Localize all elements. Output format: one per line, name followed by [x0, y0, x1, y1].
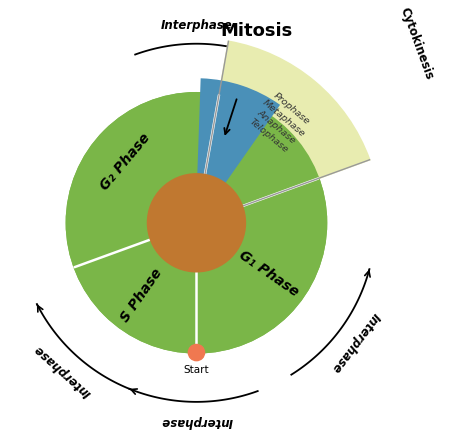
Text: Interphase: Interphase: [328, 310, 382, 375]
Text: Interphase: Interphase: [161, 415, 232, 428]
Circle shape: [188, 344, 205, 361]
Text: G₂ Phase: G₂ Phase: [97, 131, 153, 193]
Wedge shape: [196, 41, 370, 223]
Text: Cytokinesis: Cytokinesis: [398, 6, 436, 82]
Text: Interphase: Interphase: [32, 342, 94, 400]
Text: S Phase: S Phase: [118, 266, 165, 325]
Circle shape: [148, 174, 245, 271]
Text: Interphase: Interphase: [161, 19, 232, 32]
Text: Prophase
Metaphase
Anaphase
Telophase: Prophase Metaphase Anaphase Telophase: [246, 89, 314, 157]
Text: Start: Start: [183, 365, 209, 375]
Text: Mitosis: Mitosis: [221, 22, 293, 40]
Circle shape: [67, 93, 326, 353]
Text: G₁ Phase: G₁ Phase: [237, 248, 301, 299]
Wedge shape: [196, 79, 279, 223]
Circle shape: [67, 93, 326, 353]
